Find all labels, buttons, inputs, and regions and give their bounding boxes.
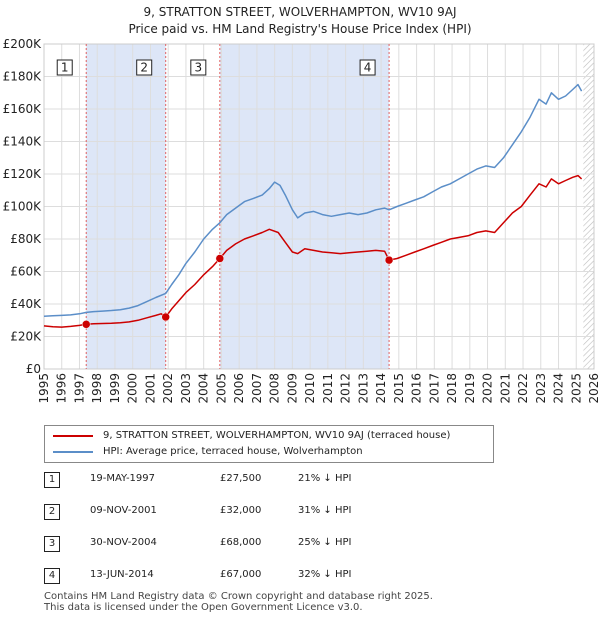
transaction-label: 2 — [136, 59, 153, 76]
sale-number: 4 — [44, 568, 60, 584]
transaction-marker — [161, 312, 170, 322]
axis-labels: £0 £20K £40K £60K £80K £100K £120K £140K £160K £1… — [3, 37, 600, 404]
chart-title: 9, STRATTON STREET, WOLVERHAMPTON, WV10 … — [0, 4, 600, 38]
x-tick-label: 2018 — [445, 373, 459, 404]
x-tick-label: 2021 — [498, 373, 512, 404]
y-tick-label: £180K — [3, 70, 43, 84]
subtitle: Price paid vs. HM Land Registry's House … — [128, 22, 472, 36]
x-tick-label: 2007 — [250, 373, 264, 404]
y-tick-label: £160K — [3, 102, 43, 116]
x-tick-label: 2023 — [534, 373, 548, 404]
x-tick-label: 2005 — [214, 373, 228, 404]
x-tick-label: 2014 — [374, 373, 388, 404]
sale-date: 19-MAY-1997 — [90, 473, 156, 484]
x-tick-label: 1996 — [55, 373, 69, 404]
x-tick-label: 2006 — [232, 373, 246, 404]
sale-row: 2 09-NOV-2001 £32,000 31% ↓ HPI — [44, 504, 444, 520]
transaction-label-text: 3 — [195, 61, 203, 75]
transaction-label-text: 2 — [140, 61, 148, 75]
transaction-label: 3 — [190, 59, 207, 76]
transaction-labels: 1 2 3 4 — [56, 59, 376, 76]
x-tick-label: 2022 — [516, 373, 530, 404]
title: 9, STRATTON STREET, WOLVERHAMPTON, WV10 … — [143, 5, 457, 19]
x-tick-label: 2000 — [126, 373, 140, 404]
y-tick-label: £40K — [10, 297, 42, 311]
sale-price: £68,000 — [220, 537, 262, 548]
x-tick-label: 1997 — [72, 373, 86, 404]
series-lines — [43, 83, 583, 328]
x-tick-label: 2019 — [463, 373, 477, 404]
footer: Contains HM Land Registry data © Crown c… — [44, 591, 433, 613]
sale-row: 4 13-JUN-2014 £67,000 32% ↓ HPI — [44, 568, 444, 584]
x-tick-label: 2010 — [303, 373, 317, 404]
sale-hpi-diff: 31% ↓ HPI — [298, 505, 352, 516]
price-paid-line — [43, 174, 583, 328]
sale-price: £67,000 — [220, 569, 262, 580]
x-tick-label: 2013 — [356, 373, 370, 404]
y-tick-label: £100K — [3, 200, 43, 214]
sale-price: £32,000 — [220, 505, 262, 516]
x-tick-label: 2020 — [481, 373, 495, 404]
x-tick-label: 2011 — [321, 373, 335, 404]
x-tick-label: 2004 — [197, 373, 211, 404]
y-tick-label: £0 — [26, 362, 41, 376]
transaction-label: 1 — [56, 59, 73, 76]
transaction-label: 4 — [359, 59, 376, 76]
sale-date: 30-NOV-2004 — [90, 537, 157, 548]
transaction-markers — [81, 254, 394, 329]
y-tick-label: £60K — [10, 265, 42, 279]
x-tick-label: 1995 — [37, 373, 51, 404]
chart-svg: 1 2 3 4 £0 £20K £40K £60K £80K £100K £120K £140K £1… — [3, 37, 600, 404]
x-tick-label: 1998 — [90, 373, 104, 404]
x-tick-label: 2024 — [552, 373, 566, 404]
y-tick-label: £140K — [3, 135, 43, 149]
legend-swatch-hpi — [53, 451, 93, 453]
grid-lines — [43, 43, 595, 370]
y-tick-label: £20K — [10, 330, 42, 344]
y-tick-label: £200K — [3, 37, 43, 51]
transaction-marker — [81, 320, 91, 329]
sale-row: 1 19-MAY-1997 £27,500 21% ↓ HPI — [44, 472, 444, 488]
x-tick-label: 2003 — [179, 373, 193, 404]
legend-label-hpi: HPI: Average price, terraced house, Wolv… — [103, 446, 363, 457]
x-tick-label: 2001 — [143, 373, 157, 404]
x-tick-label: 2017 — [427, 373, 441, 404]
x-tick-label: 2016 — [410, 373, 424, 404]
transaction-label-box — [136, 59, 153, 76]
sale-row: 3 30-NOV-2004 £68,000 25% ↓ HPI — [44, 536, 444, 552]
transaction-marker — [384, 255, 394, 265]
legend-label-price: 9, STRATTON STREET, WOLVERHAMPTON, WV10 … — [103, 430, 451, 441]
footer-license: This data is licensed under the Open Gov… — [44, 602, 363, 613]
transaction-label-box — [359, 59, 376, 76]
x-tick-label: 2009 — [285, 373, 299, 404]
transaction-label-text: 1 — [61, 61, 69, 75]
y-tick-label: £80K — [10, 232, 42, 246]
footer-copyright: Contains HM Land Registry data © Crown c… — [44, 591, 433, 602]
x-tick-label: 2012 — [339, 373, 353, 404]
x-tick-label: 2025 — [569, 373, 583, 404]
sale-hpi-diff: 32% ↓ HPI — [298, 569, 352, 580]
hpi-line — [43, 83, 583, 317]
transaction-label-box — [190, 59, 207, 76]
sale-number: 3 — [44, 536, 60, 552]
transaction-marker — [215, 254, 225, 263]
transaction-label-box — [56, 59, 73, 76]
plot-border — [43, 43, 595, 370]
x-tick-label: 2008 — [268, 373, 282, 404]
x-tick-label: 2026 — [587, 373, 600, 404]
sale-number: 2 — [44, 504, 60, 520]
transaction-label-text: 4 — [364, 61, 372, 75]
sale-date: 13-JUN-2014 — [90, 569, 154, 580]
sale-number: 1 — [44, 472, 60, 488]
x-tick-label: 2002 — [161, 373, 175, 404]
y-tick-label: £120K — [3, 167, 43, 181]
x-tick-label: 1999 — [108, 373, 122, 404]
sale-hpi-diff: 21% ↓ HPI — [298, 473, 352, 484]
legend-swatch-price — [53, 435, 93, 437]
legend: 9, STRATTON STREET, WOLVERHAMPTON, WV10 … — [44, 425, 494, 463]
sale-date: 09-NOV-2001 — [90, 505, 157, 516]
x-tick-label: 2015 — [392, 373, 406, 404]
sale-price: £27,500 — [220, 473, 262, 484]
sale-hpi-diff: 25% ↓ HPI — [298, 537, 352, 548]
